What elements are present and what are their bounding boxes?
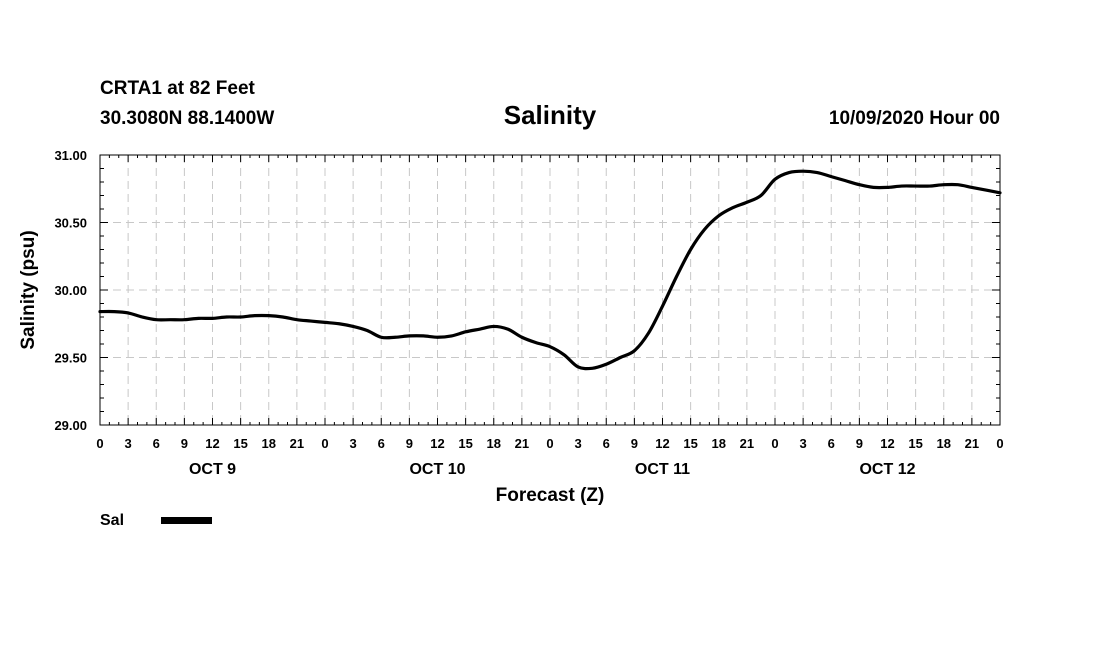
y-tick-label: 29.00 (54, 418, 87, 433)
coords-label: 30.3080N 88.1400W (100, 108, 274, 129)
y-axis-label: Salinity (psu) (18, 230, 39, 349)
day-label: OCT 10 (409, 461, 465, 478)
x-tick-label: 15 (458, 436, 472, 451)
x-tick-label: 3 (575, 436, 582, 451)
x-tick-label: 9 (181, 436, 188, 451)
legend-swatch (161, 517, 212, 524)
x-tick-label: 18 (262, 436, 276, 451)
x-tick-label: 21 (290, 436, 304, 451)
x-tick-label: 3 (350, 436, 357, 451)
x-tick-label: 21 (965, 436, 979, 451)
legend-label: Sal (100, 512, 124, 529)
x-tick-label: 15 (233, 436, 247, 451)
x-tick-label: 0 (996, 436, 1003, 451)
x-tick-label: 0 (96, 436, 103, 451)
x-tick-label: 21 (515, 436, 529, 451)
x-tick-label: 15 (683, 436, 697, 451)
x-tick-label: 18 (937, 436, 951, 451)
x-tick-label: 12 (430, 436, 444, 451)
x-tick-labels: 0 3 6 9 12 15 18 21 0 3 6 9 12 15 18 21 0 3 6 9 12 15 18 21 0 3 6 9… (96, 436, 1003, 451)
x-tick-label: 9 (406, 436, 413, 451)
x-tick-label: 3 (125, 436, 132, 451)
x-tick-label: 21 (740, 436, 754, 451)
run-label: 10/09/2020 Hour 00 (829, 108, 1000, 129)
x-tick-label: 9 (631, 436, 638, 451)
day-label: OCT 12 (859, 461, 915, 478)
day-label: OCT 11 (635, 461, 690, 478)
y-tick-label: 30.00 (54, 283, 87, 298)
y-tick-label: 29.50 (54, 351, 87, 366)
x-tick-label: 18 (487, 436, 501, 451)
day-labels: OCT 9 OCT 10 OCT 11 OCT 12 (189, 461, 916, 478)
x-tick-label: 6 (828, 436, 835, 451)
x-tick-label: 18 (712, 436, 726, 451)
y-tick-label: 30.50 (54, 216, 87, 231)
x-tick-label: 12 (880, 436, 894, 451)
x-tick-label: 6 (378, 436, 385, 451)
station-label: CRTA1 at 82 Feet (100, 78, 256, 99)
plot-frame (99, 154, 1001, 426)
day-label: OCT 9 (189, 461, 236, 478)
x-tick-label: 9 (856, 436, 863, 451)
x-tick-label: 6 (153, 436, 160, 451)
x-axis-label: Forecast (Z) (496, 485, 605, 506)
x-tick-label: 15 (908, 436, 922, 451)
chart-title: Salinity (504, 100, 597, 130)
x-tick-label: 12 (205, 436, 219, 451)
series-line-sal (98, 169, 1002, 371)
x-tick-label: 6 (603, 436, 610, 451)
x-tick-label: 3 (800, 436, 807, 451)
grid-lines (100, 155, 1000, 425)
y-tick-label: 31.00 (54, 148, 87, 163)
x-tick-label: 0 (546, 436, 553, 451)
x-tick-label: 0 (771, 436, 778, 451)
x-tick-label: 0 (321, 436, 328, 451)
y-tick-labels: 29.00 29.50 30.00 30.50 31.00 (54, 148, 87, 433)
x-tick-label: 12 (655, 436, 669, 451)
